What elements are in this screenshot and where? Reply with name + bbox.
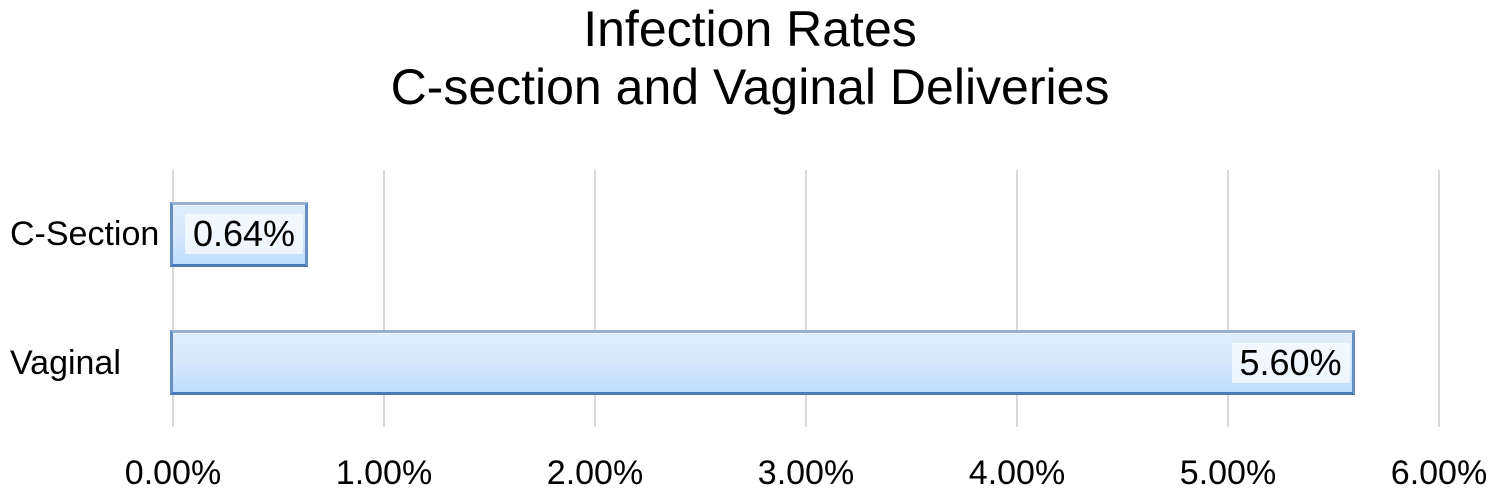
data-label: 5.60%	[1231, 342, 1350, 383]
bar-vaginal: 5.60%	[170, 330, 1355, 396]
x-tick-label: 3.00%	[757, 454, 855, 492]
chart-title: Infection Rates C-section and Vaginal De…	[0, 0, 1500, 116]
x-tick-label: 5.00%	[1179, 454, 1277, 492]
data-label: 0.64%	[184, 214, 304, 255]
gridline-1.00%	[383, 170, 385, 427]
bar-c-section: 0.64%	[170, 201, 309, 267]
category-label: Vaginal	[10, 343, 121, 382]
gridline-6.00%	[1438, 170, 1440, 427]
gridline-2.00%	[594, 170, 596, 427]
x-tick-label: 0.00%	[124, 454, 222, 492]
x-tick-label: 4.00%	[968, 454, 1066, 492]
chart-title-line1: Infection Rates	[583, 1, 917, 57]
chart-title-line2: C-section and Vaginal Deliveries	[390, 59, 1110, 115]
gridline-4.00%	[1016, 170, 1018, 427]
category-label: C-Section	[10, 215, 160, 254]
gridline-5.00%	[1227, 170, 1229, 427]
x-tick-label: 6.00%	[1390, 454, 1488, 492]
x-tick-label: 2.00%	[546, 454, 644, 492]
gridline-0.00%	[172, 170, 174, 427]
x-tick-label: 1.00%	[335, 454, 433, 492]
gridline-3.00%	[805, 170, 807, 427]
